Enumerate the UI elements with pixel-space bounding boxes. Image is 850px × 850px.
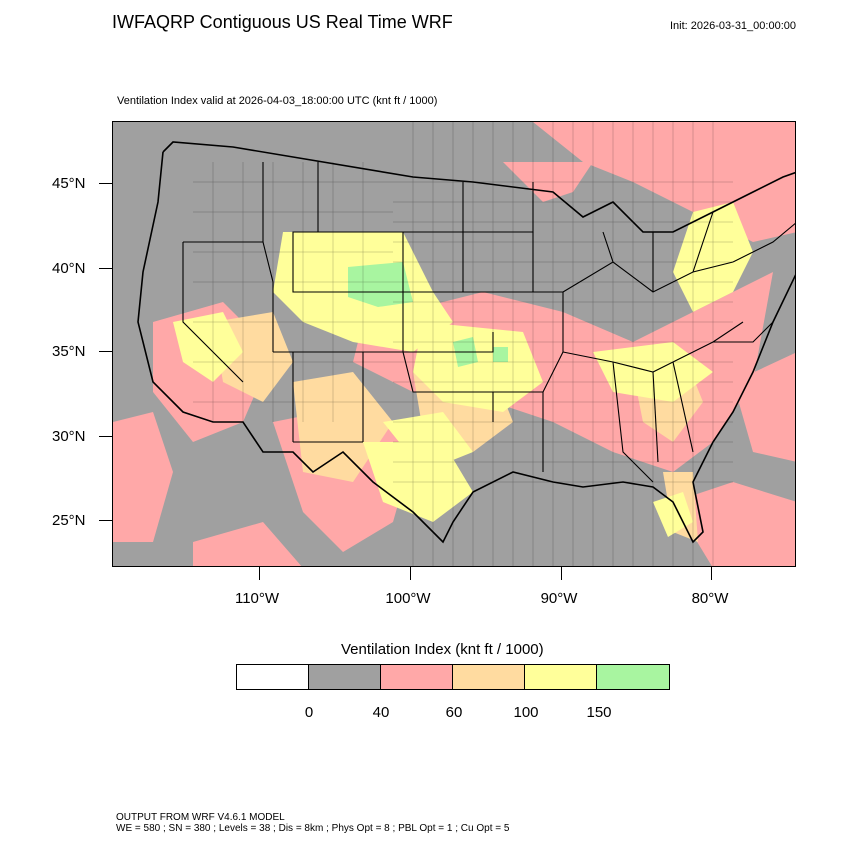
lon-label-80w: 80°W [691, 590, 729, 607]
map-panel [112, 121, 796, 567]
colorbar-label: 60 [445, 704, 463, 721]
lon-tick [711, 567, 712, 580]
colorbar-box-0 [237, 665, 309, 689]
model-info-line2: WE = 580 ; SN = 380 ; Levels = 38 ; Dis … [116, 823, 510, 834]
init-time: Init: 2026-03-31_00:00:00 [670, 20, 796, 32]
colorbar-box-2 [381, 665, 453, 689]
colorbar-label: 0 [304, 704, 314, 721]
colorbar-box-4 [525, 665, 597, 689]
lat-label-40n: 40°N [52, 260, 86, 277]
lon-tick [410, 567, 411, 580]
colorbar-title: Ventilation Index (knt ft / 1000) [341, 641, 544, 658]
lon-label-100w: 100°W [385, 590, 431, 607]
chart-title: IWFAQRP Contiguous US Real Time WRF [112, 12, 453, 32]
lon-label-110w: 110°W [234, 590, 280, 607]
colorbar-label: 150 [586, 704, 612, 721]
county-borders [193, 122, 733, 566]
lat-tick [99, 183, 112, 184]
lat-tick [99, 520, 112, 521]
map-subtitle: Ventilation Index valid at 2026-04-03_18… [117, 95, 438, 107]
ventilation-map [113, 122, 795, 566]
lat-label-45n: 45°N [52, 175, 86, 192]
lon-tick [561, 567, 562, 580]
lon-label-90w: 90°W [540, 590, 578, 607]
colorbar-label: 100 [513, 704, 539, 721]
lat-label-35n: 35°N [52, 343, 86, 360]
lon-tick [259, 567, 260, 580]
colorbar-box-5 [597, 665, 669, 689]
model-info-line1: OUTPUT FROM WRF V4.6.1 MODEL [116, 812, 285, 823]
lat-label-25n: 25°N [52, 512, 86, 529]
colorbar [236, 664, 670, 690]
lat-tick [99, 436, 112, 437]
colorbar-label: 40 [372, 704, 390, 721]
lat-tick [99, 268, 112, 269]
lat-tick [99, 351, 112, 352]
colorbar-box-3 [453, 665, 525, 689]
lat-label-30n: 30°N [52, 428, 86, 445]
colorbar-box-1 [309, 665, 381, 689]
